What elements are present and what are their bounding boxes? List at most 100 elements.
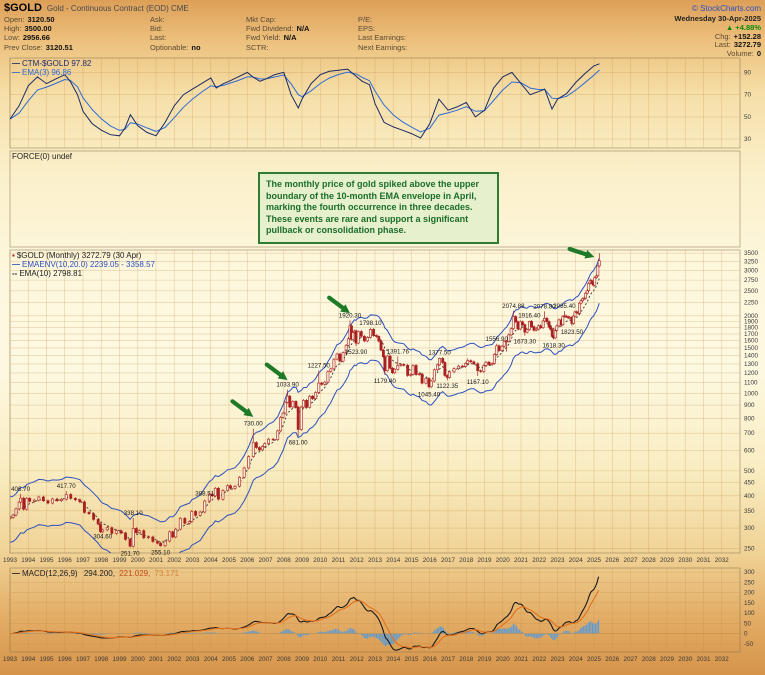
open-value: 3120.50 (27, 15, 55, 24)
svg-text:1556.90: 1556.90 (486, 336, 509, 343)
svg-text:2078.80: 2078.80 (533, 303, 556, 310)
svg-text:2013: 2013 (368, 656, 383, 663)
svg-text:2015: 2015 (404, 656, 419, 663)
svg-text:1993: 1993 (3, 557, 18, 564)
quote-col-earnings: P/E: EPS: Last Earnings: Next Earnings: (358, 15, 486, 59)
svg-text:2027: 2027 (623, 656, 638, 663)
svg-text:2500: 2500 (744, 288, 759, 295)
svg-text:2001: 2001 (149, 656, 164, 663)
svg-text:2026: 2026 (605, 557, 620, 564)
svg-text:1400: 1400 (744, 353, 759, 360)
quote-col-bidask: Ask: Bid: Last: Optionable: no (150, 15, 246, 59)
momentum-legend: — CTM-$GOLD 97.82 — EMA(3) 96.86 (12, 59, 91, 77)
svg-text:-50: -50 (744, 641, 754, 648)
svg-text:400: 400 (744, 493, 755, 500)
price-legend-text: $GOLD (Monthly) 3272.79 (30 Apr) (16, 251, 142, 260)
svg-text:2005: 2005 (222, 656, 237, 663)
svg-text:2014: 2014 (386, 656, 401, 663)
next-earnings-label: Next Earnings: (358, 42, 408, 52)
svg-text:1673.30: 1673.30 (514, 339, 537, 346)
svg-text:2028: 2028 (642, 656, 657, 663)
svg-text:2017: 2017 (441, 557, 456, 564)
title-row: $GOLD Gold - Continuous Contract (EOD) C… (4, 2, 761, 14)
macd-legend: — MACD(12,26,9) 294.200, 221.029, 73.171 (12, 569, 179, 578)
svg-text:1997: 1997 (76, 656, 91, 663)
svg-text:2009: 2009 (295, 557, 310, 564)
symbol-description: Gold - Continuous Contract (EOD) CME (46, 4, 189, 13)
svg-text:1227.50: 1227.50 (308, 362, 331, 369)
chg-label: Chg: (714, 31, 731, 41)
svg-text:1998: 1998 (94, 557, 109, 564)
svg-text:1033.90: 1033.90 (276, 382, 299, 389)
svg-text:2002: 2002 (167, 557, 182, 564)
quote-status: Wednesday 30-Apr-2025 ▲ +4.88% Chg: +152.… (674, 14, 761, 59)
svg-text:2004: 2004 (204, 656, 219, 663)
svg-text:2014: 2014 (386, 557, 401, 564)
svg-text:1500: 1500 (744, 345, 759, 352)
high-label: High: (4, 24, 22, 34)
svg-text:2028: 2028 (642, 557, 657, 564)
ema10-swatch: -- (12, 269, 18, 278)
svg-text:1920.30: 1920.30 (339, 312, 362, 319)
svg-text:1823.50: 1823.50 (561, 329, 584, 336)
svg-text:1994: 1994 (21, 656, 36, 663)
envelope-legend-text: EMAENV(10,20.0) 2239.05 - 3358.57 (22, 260, 155, 269)
stockcharts-brand-link[interactable]: © StockCharts.com (691, 4, 761, 13)
svg-text:1618.30: 1618.30 (542, 342, 565, 349)
svg-text:1391.76: 1391.76 (387, 348, 410, 355)
force-legend: FORCE(0) undef (12, 152, 72, 161)
fwd-yield-label: Fwd Yield: (246, 33, 281, 43)
ctm-line-swatch: — (12, 59, 20, 68)
ema3-line-swatch: — (12, 68, 20, 77)
optionable-value: no (191, 42, 201, 52)
svg-text:2750: 2750 (744, 277, 759, 284)
pe-label: P/E: (358, 15, 373, 24)
svg-text:70: 70 (744, 92, 752, 99)
svg-text:2023: 2023 (550, 557, 565, 564)
prev-close-value: 3120.51 (45, 42, 73, 52)
svg-text:2022: 2022 (532, 557, 547, 564)
svg-text:2085.40: 2085.40 (553, 303, 576, 310)
svg-text:1100: 1100 (744, 380, 758, 387)
svg-text:681.00: 681.00 (289, 439, 308, 446)
svg-text:2012: 2012 (350, 656, 365, 663)
svg-text:2025: 2025 (587, 656, 602, 663)
svg-text:2013: 2013 (368, 557, 383, 564)
svg-text:250: 250 (744, 545, 755, 552)
svg-text:200: 200 (744, 590, 755, 597)
svg-text:1798.10: 1798.10 (359, 320, 382, 327)
last-price-value: 3272.79 (733, 40, 761, 50)
svg-text:1200: 1200 (744, 370, 759, 377)
ctm-legend-text: CTM-$GOLD 97.82 (22, 59, 92, 68)
svg-text:2029: 2029 (660, 656, 675, 663)
ema3-legend-text: EMA(3) 96.86 (22, 68, 72, 77)
svg-text:2250: 2250 (744, 300, 759, 307)
svg-text:1995: 1995 (39, 656, 54, 663)
svg-text:2001: 2001 (149, 557, 164, 564)
svg-text:2031: 2031 (696, 656, 711, 663)
svg-text:2032: 2032 (715, 656, 730, 663)
svg-text:1167.10: 1167.10 (467, 379, 489, 386)
svg-text:1996: 1996 (58, 656, 73, 663)
svg-text:1179.40: 1179.40 (374, 378, 396, 385)
svg-text:2007: 2007 (258, 656, 273, 663)
svg-text:2016: 2016 (423, 656, 438, 663)
svg-text:2008: 2008 (277, 557, 292, 564)
low-label: Low: (4, 33, 20, 43)
svg-text:2015: 2015 (404, 557, 419, 564)
svg-text:450: 450 (744, 480, 755, 487)
sctr-label: SCTR: (246, 42, 269, 52)
candle-swatch: ▪ (12, 251, 15, 260)
svg-text:2009: 2009 (295, 656, 310, 663)
svg-text:2021: 2021 (514, 557, 529, 564)
svg-text:1916.40: 1916.40 (518, 313, 541, 320)
annotation-note-box: The monthly price of gold spiked above t… (258, 172, 499, 244)
svg-text:1700: 1700 (744, 331, 759, 338)
svg-text:2007: 2007 (258, 557, 273, 564)
fwd-yield-value: N/A (283, 33, 297, 43)
svg-text:90: 90 (744, 69, 752, 76)
svg-text:2027: 2027 (623, 557, 638, 564)
svg-text:417.70: 417.70 (57, 483, 76, 490)
svg-text:1600: 1600 (744, 338, 759, 345)
